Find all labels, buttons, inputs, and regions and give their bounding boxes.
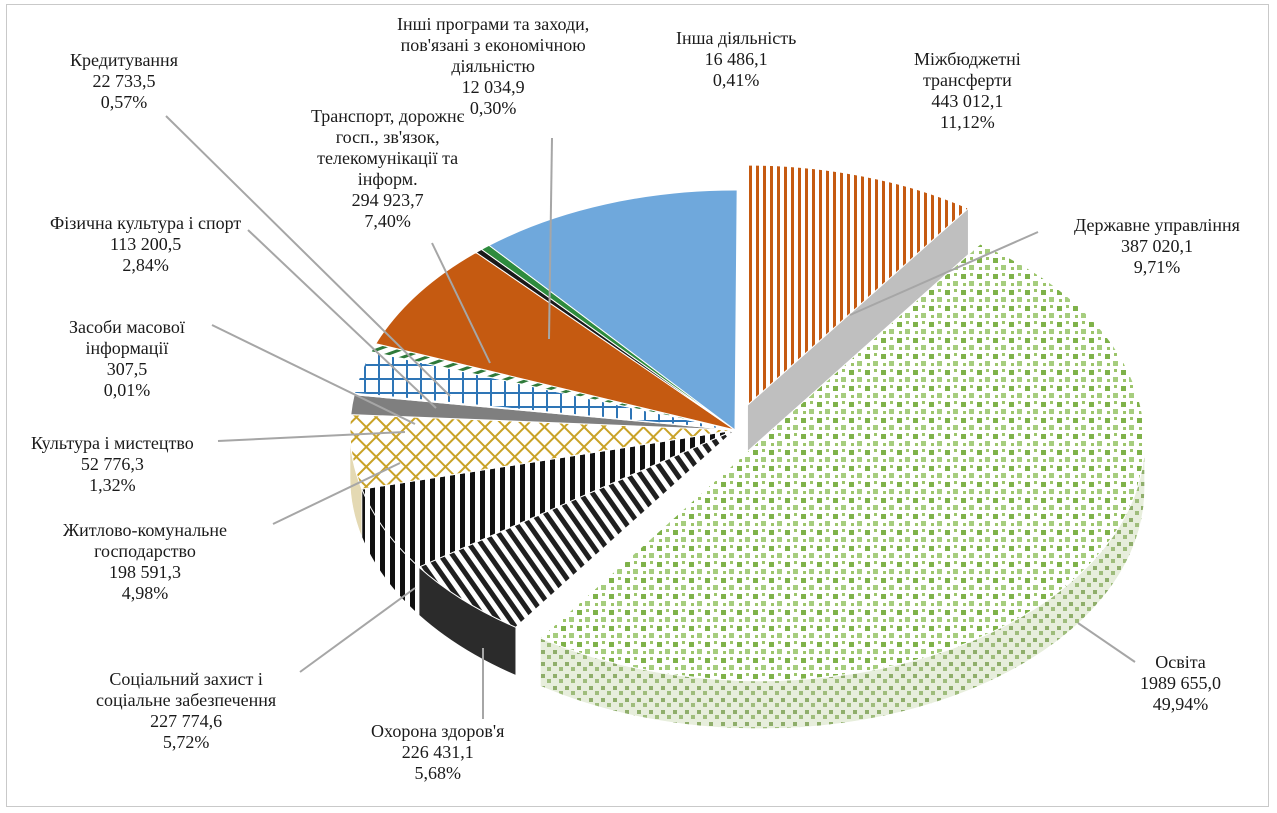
label-name: Засоби масової xyxy=(69,317,185,337)
label-name: діяльністю xyxy=(451,56,535,76)
data-label-sport: Фізична культура і спорт 113 200,5 2,84% xyxy=(50,213,241,276)
data-label-kultura: Культура і мистецтво 52 776,3 1,32% xyxy=(31,433,194,496)
label-name: Культура і мистецтво xyxy=(31,433,194,453)
label-percent: 5,72% xyxy=(162,732,210,752)
label-name: Житлово-комунальне xyxy=(63,520,228,540)
label-name: інформ. xyxy=(357,169,418,189)
label-value: 443 012,1 xyxy=(931,91,1004,111)
label-name: соціальне забезпечення xyxy=(96,690,277,710)
label-value: 52 776,3 xyxy=(80,454,144,474)
label-percent: 0,01% xyxy=(103,380,151,400)
slice-transport xyxy=(374,251,736,431)
label-value: 227 774,6 xyxy=(150,711,223,731)
label-name: Кредитування xyxy=(70,50,178,70)
leader-line-inshi xyxy=(548,137,553,340)
label-value: 16 486,1 xyxy=(704,49,768,69)
chart-frame xyxy=(6,4,1269,807)
label-name: Охорона здоров'я xyxy=(371,721,505,741)
leader-line-zhytlo xyxy=(272,462,401,525)
label-name: Державне управління xyxy=(1074,215,1240,235)
label-value: 307,5 xyxy=(106,359,148,379)
data-label-kredyt: Кредитування 22 733,5 0,57% xyxy=(70,50,178,113)
leader-line-kultura xyxy=(217,431,406,442)
label-percent: 0,57% xyxy=(100,92,148,112)
label-name: інформації xyxy=(85,338,169,358)
leader-line-osvita xyxy=(1077,622,1136,663)
data-label-mizh: Міжбюджетні трансферти 443 012,1 11,12% xyxy=(914,49,1021,133)
label-name: Соціальний захист і xyxy=(109,669,263,689)
label-percent: 49,94% xyxy=(1152,694,1209,714)
data-label-derzh: Державне управління 387 020,1 9,71% xyxy=(1074,215,1240,278)
slice-derzh xyxy=(747,164,970,407)
data-label-inshi: Інші програми та заходи, пов'язані з екон… xyxy=(397,14,589,119)
data-label-social: Соціальний захист і соціальне забезпеченн… xyxy=(96,669,276,753)
label-value: 226 431,1 xyxy=(401,742,474,762)
label-value: 12 034,9 xyxy=(461,77,525,97)
label-percent: 4,98% xyxy=(121,583,169,603)
label-name: Транспорт, дорожнє xyxy=(311,106,465,126)
label-name: Інші програми та заходи, xyxy=(397,14,590,34)
label-name: Міжбюджетні xyxy=(914,49,1021,69)
label-name: господарство xyxy=(94,541,196,561)
label-value: 198 591,3 xyxy=(109,562,181,582)
label-percent: 11,12% xyxy=(939,112,995,132)
label-percent: 9,71% xyxy=(1133,257,1181,277)
data-label-osvita: Освіта 1989 655,0 49,94% xyxy=(1140,652,1221,715)
label-percent: 7,40% xyxy=(364,211,411,231)
data-label-insha: Інша діяльність 16 486,1 0,41% xyxy=(676,28,796,91)
leader-line-transport xyxy=(431,242,491,364)
label-name: Освіта xyxy=(1155,652,1206,672)
leader-line-zmi xyxy=(211,324,416,425)
label-value: 387 020,1 xyxy=(1120,236,1193,256)
label-percent: 0,30% xyxy=(469,98,517,118)
label-percent: 2,84% xyxy=(122,255,169,275)
label-percent: 0,41% xyxy=(712,70,760,90)
leader-line-sport xyxy=(247,229,437,409)
label-value: 22 733,5 xyxy=(92,71,156,91)
label-name: трансферти xyxy=(922,70,1012,90)
label-name: Інша діяльність xyxy=(676,28,797,48)
label-name: телекомунікації та xyxy=(317,148,459,168)
label-name: пов'язані з економічною xyxy=(400,35,586,55)
label-percent: 5,68% xyxy=(414,763,461,783)
label-value: 294 923,7 xyxy=(351,190,424,210)
leader-line-kredyt xyxy=(165,115,451,397)
label-percent: 1,32% xyxy=(89,475,136,495)
slice-social xyxy=(361,429,736,568)
slice-osvita xyxy=(539,243,1146,682)
label-name: Фізична культура і спорт xyxy=(50,213,242,233)
label-value: 113 200,5 xyxy=(109,234,182,254)
data-label-transport: Транспорт, дорожнє госп., зв'язок, телеком… xyxy=(311,106,464,232)
label-value: 1989 655,0 xyxy=(1140,673,1221,693)
leader-line-social xyxy=(299,587,416,673)
data-label-ohorona: Охорона здоров'я 226 431,1 5,68% xyxy=(371,721,504,784)
label-name: госп., зв'язок, xyxy=(335,127,440,147)
data-label-zmi: Засоби масової інформації 307,5 0,01% xyxy=(69,317,185,401)
data-label-zhytlo: Житлово-комунальне господарство 198 591,3 4… xyxy=(63,520,227,604)
leader-line-derzh xyxy=(849,231,1039,316)
slice-ohorona xyxy=(418,429,736,628)
